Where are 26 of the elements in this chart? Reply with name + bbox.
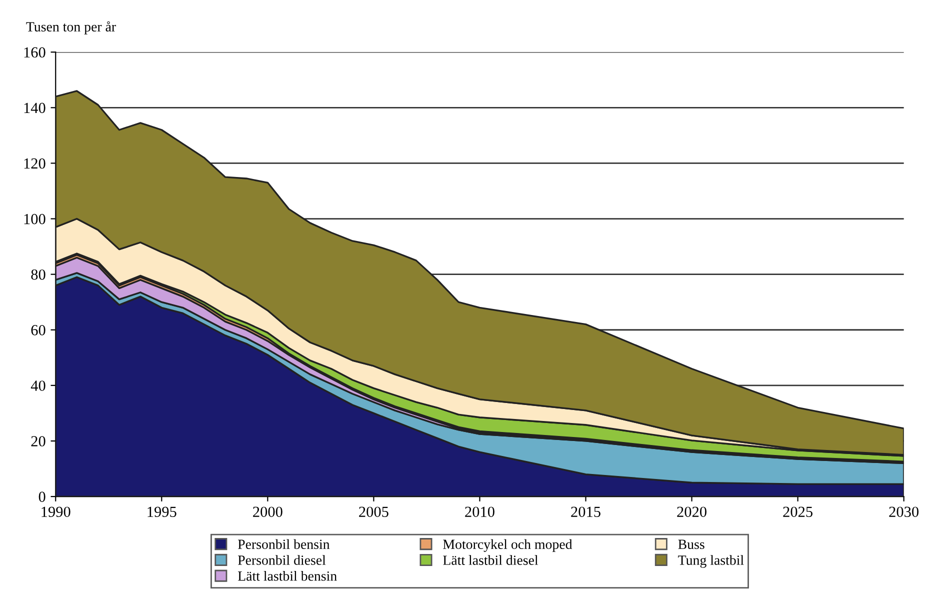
legend-label: Motorcykel och moped — [443, 539, 572, 552]
legend-label: Lätt lastbil bensin — [238, 571, 337, 581]
legend-label: Personbil diesel — [238, 555, 326, 565]
x-tick-label: 2020 — [677, 506, 706, 518]
x-tick-label: 2000 — [253, 506, 282, 518]
y-tick-label: 0 — [38, 492, 46, 502]
x-tick-label: 2015 — [571, 506, 600, 518]
y-axis-title: Tusen ton per år — [26, 21, 116, 34]
legend-label: Buss — [678, 540, 704, 550]
y-tick-label: 40 — [30, 380, 46, 391]
y-tick-label: 100 — [24, 214, 46, 224]
x-tick-label: 2005 — [359, 506, 388, 518]
y-tick-label: 120 — [24, 158, 46, 169]
x-tick-label: 2010 — [465, 506, 494, 518]
legend-label: Tung lastbil — [678, 555, 744, 568]
y-tick-label: 160 — [24, 47, 46, 58]
y-tick-label: 20 — [31, 436, 46, 446]
legend-label: Personbil bensin — [238, 539, 330, 550]
x-tick-label: 2030 — [889, 506, 919, 518]
y-tick-label: 140 — [24, 102, 46, 114]
x-tick-label: 2025 — [783, 506, 812, 518]
x-tick-label: 1990 — [42, 506, 70, 518]
y-tick-label: 80 — [31, 269, 46, 280]
x-tick-label: 1995 — [148, 506, 176, 518]
y-tick-label: 60 — [31, 325, 46, 336]
legend-label: Lätt lastbil diesel — [443, 555, 538, 565]
